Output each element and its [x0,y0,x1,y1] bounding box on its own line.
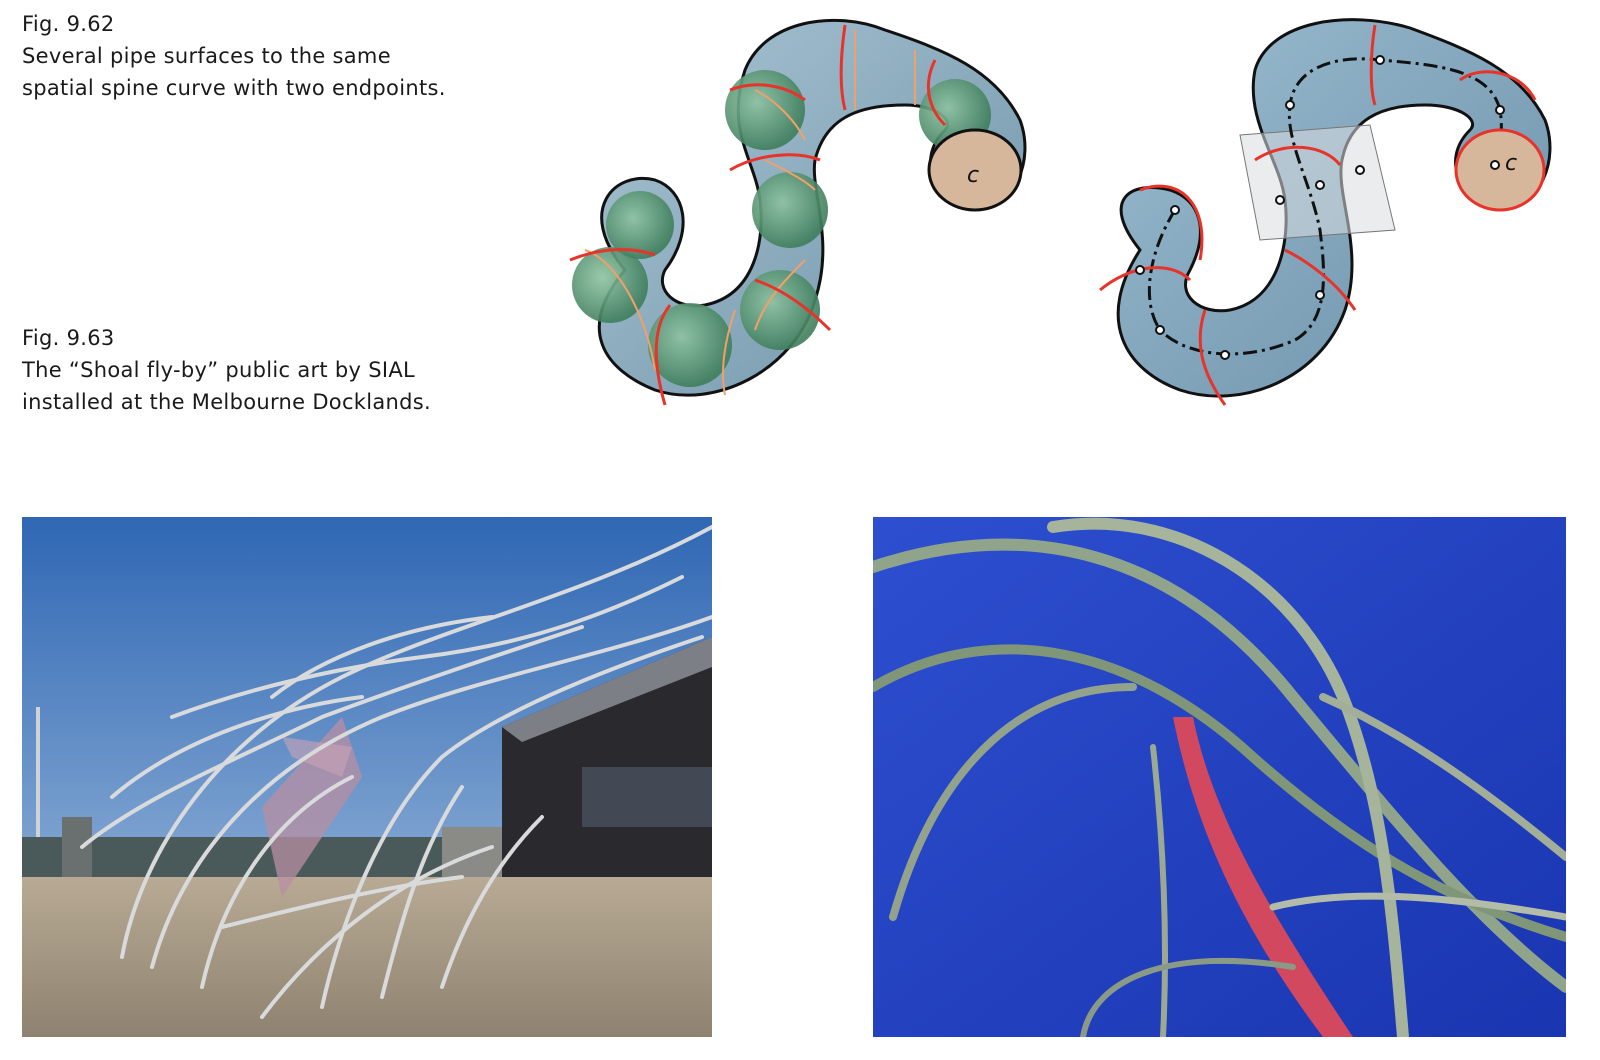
caption-line: spatial spine curve with two endpoints. [22,76,446,100]
shoal-fly-by-closeup-photo [873,517,1566,1037]
figure-label: Fig. 9.62 [22,12,115,36]
caption-line: installed at the Melbourne Docklands. [22,390,432,414]
spine-curve [1147,57,1503,356]
caption-line: The “Shoal fly-by” public art by SIAL [22,358,416,382]
figure-label: Fig. 9.63 [22,326,115,350]
pipe-surface-illustration-spine: c [1080,10,1570,410]
end-label: c [967,163,979,188]
figure-9-63-caption: Fig. 9.63 The “Shoal fly-by” public art … [22,322,431,418]
pipe-end-cap [1454,128,1546,212]
end-label: c [1505,151,1517,176]
pipe-surface-illustration-spheres: c [555,10,1045,410]
caption-line: Several pipe surfaces to the same [22,44,391,68]
figure-9-62-caption: Fig. 9.62 Several pipe surfaces to the s… [22,8,446,104]
pipe-end-cap [927,128,1023,212]
shoal-fly-by-plaza-photo [22,517,712,1037]
